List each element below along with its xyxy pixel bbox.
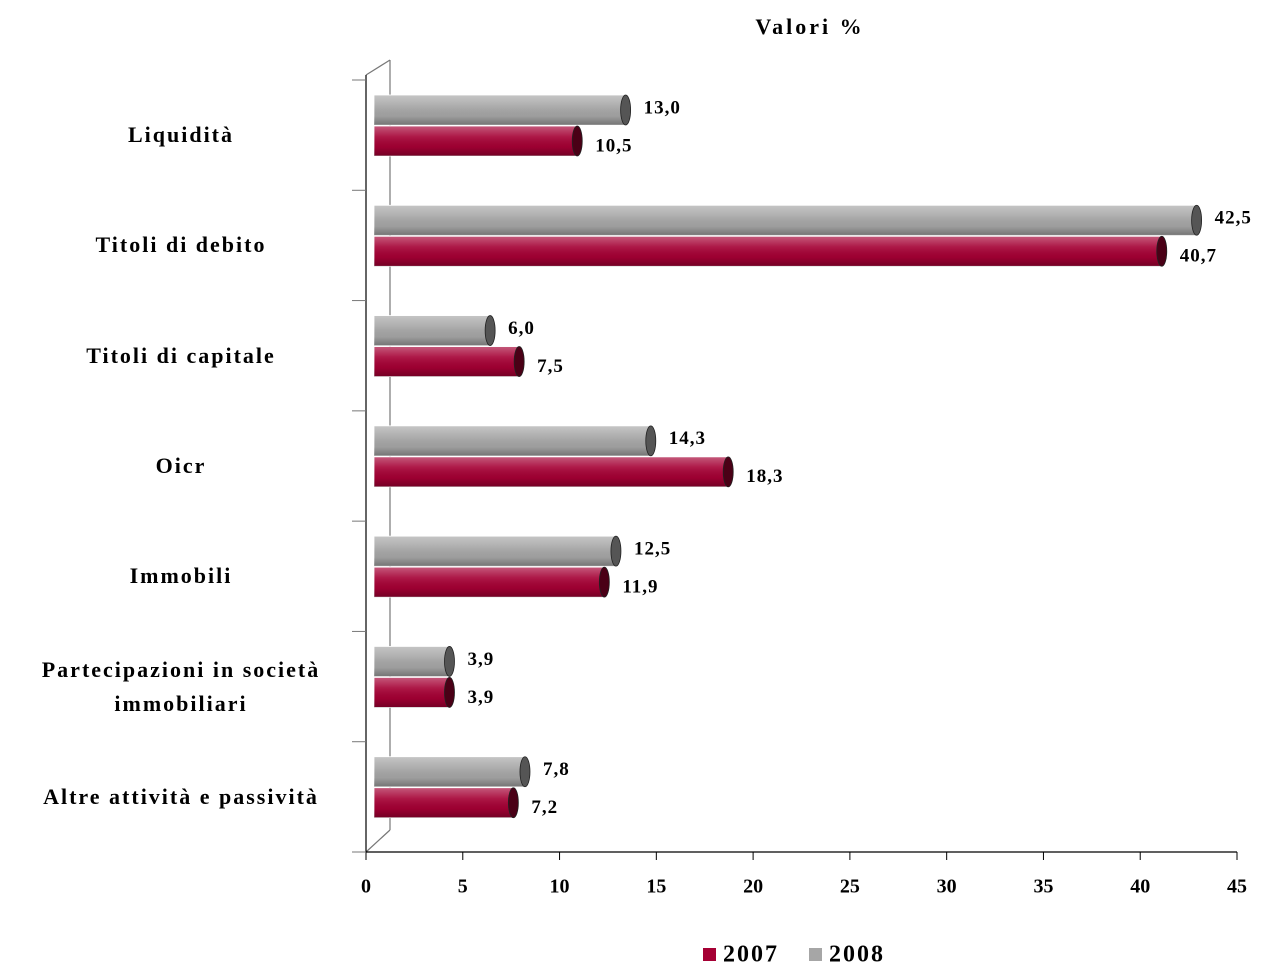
x-tick-label: 0 [361, 876, 371, 898]
y-tick-label: Oicr [155, 452, 207, 478]
bar-shade [374, 787, 514, 818]
depth-edge [365, 829, 391, 853]
bar-cap [484, 315, 496, 346]
legend-label: 2008 [829, 942, 885, 966]
value-label: 7,2 [531, 797, 558, 818]
bar-cap [444, 646, 455, 677]
x-tick-label: 15 [646, 876, 666, 898]
y-tick-label: Altre attività e passività [43, 783, 319, 809]
bar-shade [374, 95, 626, 125]
x-tick-label: 20 [743, 876, 763, 898]
value-label: 14,3 [669, 428, 706, 449]
value-label: 12,5 [634, 539, 671, 560]
y-tick-label: Titoli di capitale [86, 342, 276, 368]
bar-shade [374, 567, 605, 598]
value-label: 10,5 [595, 135, 632, 156]
y-tick-label: Partecipazioni in società immobiliari [41, 656, 321, 716]
legend-swatch [703, 948, 716, 961]
x-tick-label: 5 [458, 876, 468, 898]
value-label: 42,5 [1215, 208, 1252, 229]
bar-shade [374, 236, 1162, 267]
x-tick-label: 35 [1033, 876, 1053, 898]
value-label: 6,0 [508, 318, 535, 339]
bar-shade [374, 315, 491, 346]
value-label: 7,8 [543, 759, 570, 780]
value-label: 18,3 [746, 466, 783, 487]
x-tick-label: 30 [937, 876, 957, 898]
y-tick-label: Titoli di debito [95, 232, 267, 258]
bar-cap [722, 456, 734, 488]
bar-shade [374, 205, 1197, 236]
value-label: 13,0 [644, 97, 681, 118]
legend-swatch [809, 948, 822, 961]
legend-label: 2007 [723, 942, 779, 966]
value-label: 11,9 [622, 577, 658, 598]
x-tick-label: 10 [550, 876, 570, 898]
x-tick-label: 25 [840, 876, 860, 898]
bar-shade [374, 646, 450, 677]
chart-title: Valori % [755, 14, 864, 39]
bar-shade [374, 756, 525, 787]
bar-cap [645, 425, 657, 457]
bar-cap [620, 94, 632, 126]
y-tick-label: Immobili [129, 563, 233, 589]
bar-cap [571, 125, 583, 157]
y-tick-label: Liquidità [127, 122, 235, 148]
bar-cap [610, 535, 622, 567]
bar-shade [374, 456, 729, 487]
bar-cap [507, 787, 519, 819]
bar-cap [519, 756, 531, 788]
bar-shade [374, 536, 616, 567]
value-label: 40,7 [1180, 246, 1217, 267]
bar-cap [1191, 204, 1203, 236]
bar-shade [374, 346, 520, 377]
value-label: 3,9 [467, 649, 494, 670]
value-label: 7,5 [537, 356, 564, 377]
bar-cap [444, 677, 455, 708]
bar-shade [374, 126, 578, 156]
bar-cap [513, 346, 525, 377]
bar-shade [374, 677, 450, 708]
bar-shade [374, 425, 651, 456]
depth-edge [365, 59, 391, 76]
value-label: 3,9 [467, 687, 494, 708]
x-tick-label: 40 [1130, 876, 1150, 898]
bar-cap [1156, 235, 1168, 267]
x-tick-label: 45 [1227, 876, 1247, 898]
bar-cap [598, 566, 610, 598]
